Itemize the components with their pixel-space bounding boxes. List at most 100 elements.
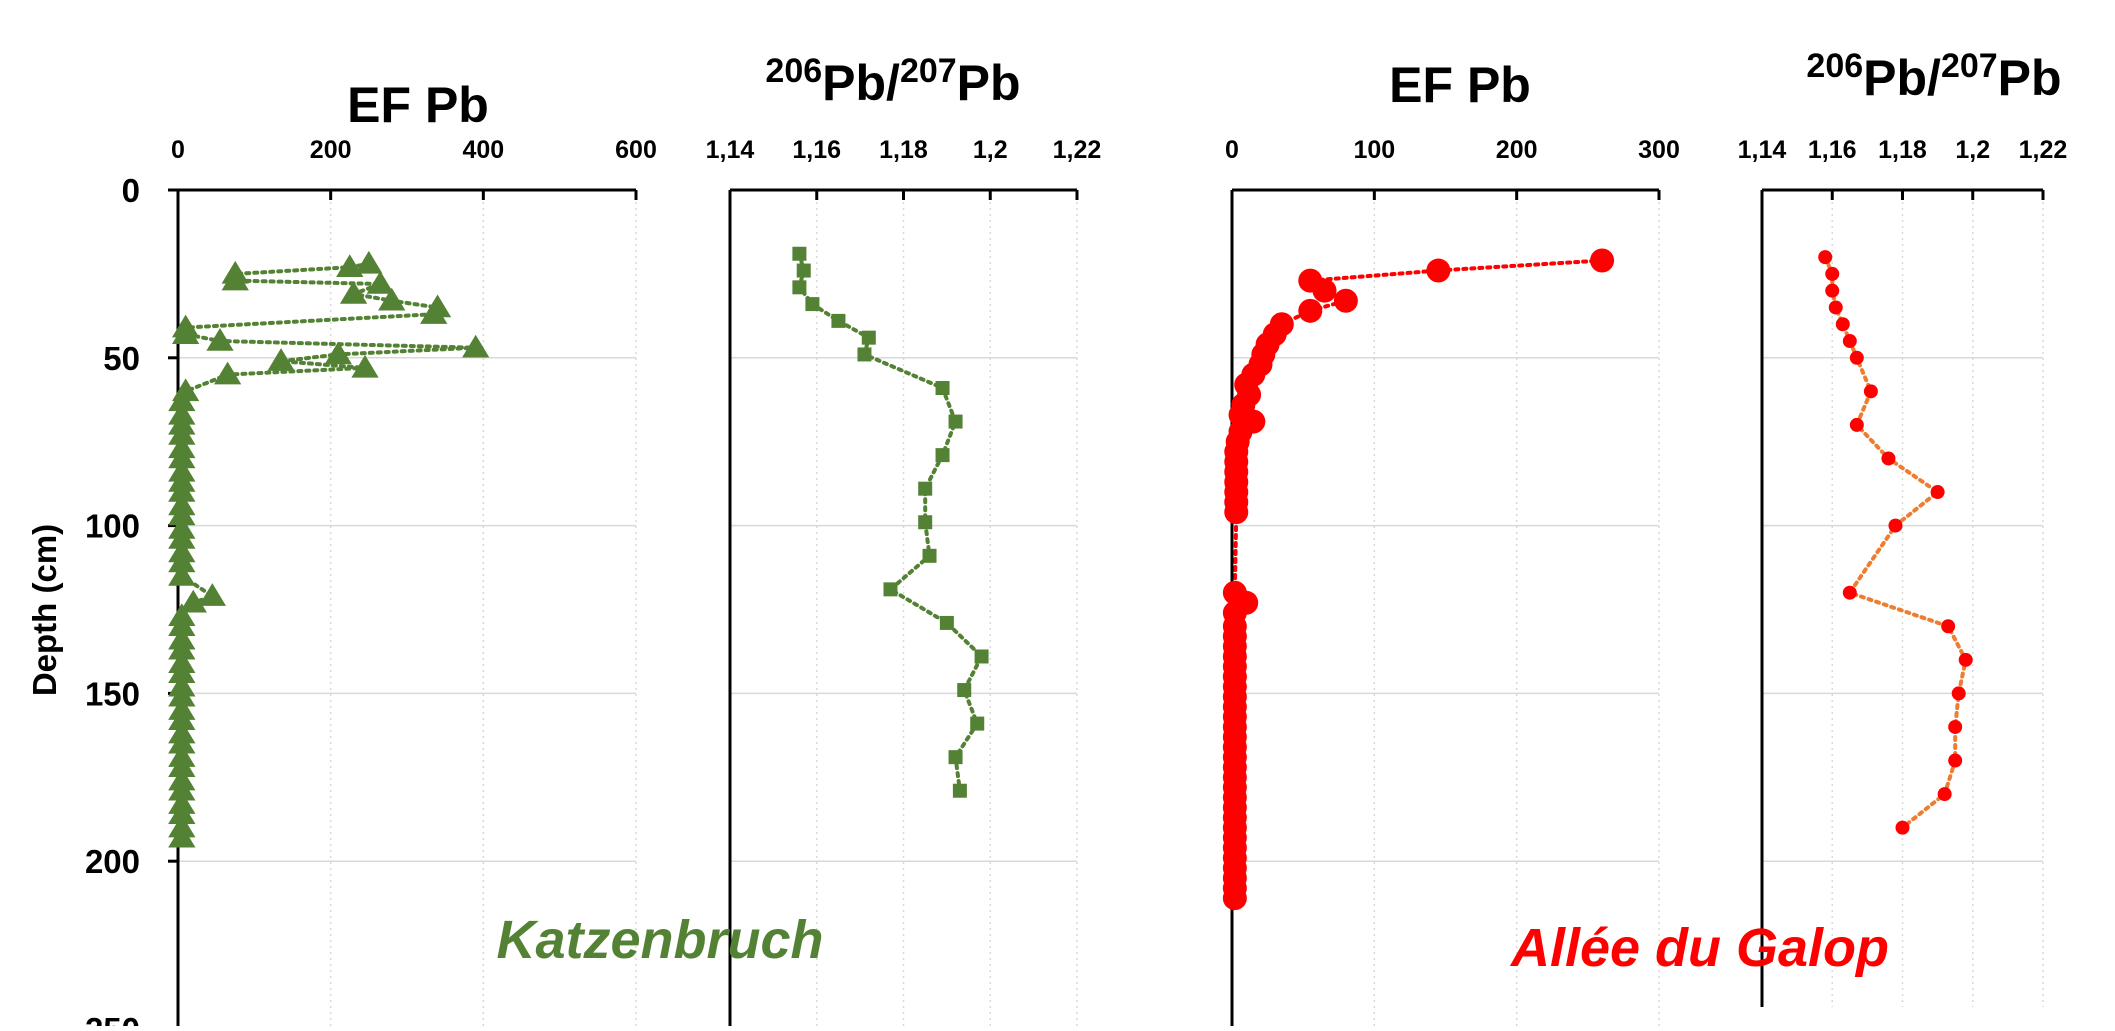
panel1-x-tick-label: 600 [615, 136, 657, 164]
panel4-title: 206Pb/207Pb [1806, 47, 2061, 106]
panel1-point [168, 801, 196, 824]
panel3-point [1222, 886, 1247, 911]
panel4-point [1888, 518, 1903, 533]
panel3-point [1298, 298, 1323, 323]
panel4-point [1835, 317, 1850, 332]
panel3-x-tick-label: 200 [1496, 136, 1538, 164]
depth-tick-label: 50 [103, 340, 140, 377]
panel4-x-tick-label: 1,14 [1738, 136, 1787, 164]
panel4-point [1948, 719, 1963, 734]
panel2-point [918, 515, 933, 530]
panel2-title-base: Pb [957, 55, 1021, 111]
panel1-point [168, 479, 196, 502]
panel1-point [168, 824, 196, 848]
panel1-point [462, 334, 490, 358]
panel2-point [792, 280, 807, 295]
panel2-point [952, 783, 967, 798]
panel2-x-tick-label: 1,14 [706, 136, 755, 164]
panel3-point [1312, 278, 1337, 303]
y-axis-label: Depth (cm) [26, 524, 63, 696]
panel1-point [168, 388, 196, 412]
panel4-point [1948, 753, 1963, 768]
panel4-point [1825, 266, 1840, 281]
panel1-x-tick-label: 0 [171, 136, 185, 164]
panel4-point [1849, 350, 1864, 365]
panel1-x-tick-label: 400 [462, 136, 504, 164]
panel1-point [168, 421, 196, 445]
panel4-point [1863, 384, 1878, 399]
panel2-point [935, 381, 950, 396]
panel1-point [168, 502, 196, 526]
panel2-point [861, 330, 876, 345]
panel4-title-sup: 207 [1941, 47, 1998, 85]
panel3-x-tick-label: 100 [1353, 136, 1395, 164]
panel4-title-sup: 206 [1806, 47, 1863, 85]
panel2-point [970, 716, 985, 731]
depth-tick-label: 0 [122, 172, 140, 209]
panel2-title-base: Pb/ [822, 55, 900, 111]
panel1-point [171, 321, 200, 345]
panel4-point [1937, 787, 1952, 802]
panel2-title-sup: 207 [900, 52, 957, 90]
panel4-point [1881, 451, 1896, 466]
panel1-point [267, 348, 295, 371]
panel1-point [168, 613, 196, 637]
panel1-point [168, 777, 196, 801]
panel3-point [1333, 288, 1358, 313]
panel3-x-tick-label: 0 [1225, 136, 1239, 164]
panel3-title: EF Pb [1389, 57, 1531, 113]
panel1-point [351, 354, 379, 378]
panel1-point [366, 270, 394, 294]
panel4-point [1818, 250, 1833, 265]
panel4-point [1930, 485, 1945, 500]
panel4-point [1849, 417, 1864, 432]
panel1-point [336, 254, 364, 277]
panel2-x-tick-label: 1,2 [973, 136, 1008, 164]
panel2-point [792, 246, 807, 261]
depth-tick-label: 200 [85, 843, 140, 880]
panel4-x-tick-label: 1,18 [1878, 136, 1927, 164]
panel3-point [1426, 258, 1451, 283]
panel4-point [1941, 619, 1956, 634]
panel1-point [355, 250, 383, 274]
panel1-point [206, 328, 234, 351]
panel3-series-line [1232, 258, 1605, 901]
panel1-point [168, 526, 196, 549]
panel2-point [974, 649, 989, 664]
panel2-point [883, 582, 898, 597]
panel3-x-tick-label: 300 [1638, 136, 1680, 164]
panel3-point [1224, 500, 1249, 525]
panel2-point [922, 548, 937, 563]
panel1-point [168, 730, 196, 754]
panel4-point [1958, 652, 1973, 667]
panel1-point [168, 445, 196, 469]
panel2-x-tick-label: 1,22 [1053, 136, 1102, 164]
panel4-point [1842, 585, 1857, 600]
depth-tick-label: 100 [85, 508, 140, 545]
panel2-point [948, 750, 963, 765]
panel2-x-tick-label: 1,16 [792, 136, 841, 164]
site-label-allee-du-galop: Allée du Galop [1509, 918, 1889, 978]
depth-tick-label: 150 [85, 675, 140, 712]
panel1-point [168, 660, 196, 684]
panel2-point [935, 448, 950, 463]
panel2-series-line [797, 251, 985, 793]
panel4-x-tick-label: 1,22 [2019, 136, 2068, 164]
panel2-point [957, 683, 972, 698]
panel1-point [168, 707, 196, 730]
panel1-point [168, 562, 196, 586]
panel4-title-base: Pb/ [1863, 50, 1941, 106]
panel2-point [796, 263, 811, 278]
panel1-point [198, 583, 226, 606]
panel1-point [378, 287, 406, 311]
site-label-katzenbruch: Katzenbruch [496, 910, 823, 970]
depth-tick-label: 250 [85, 1011, 140, 1026]
panel4-point [1828, 300, 1843, 315]
panel4-point [1842, 334, 1857, 349]
panel4-point [1825, 283, 1840, 298]
panel1-point [420, 301, 448, 324]
panel1-title: EF Pb [347, 77, 489, 133]
panel1-point [213, 361, 242, 385]
